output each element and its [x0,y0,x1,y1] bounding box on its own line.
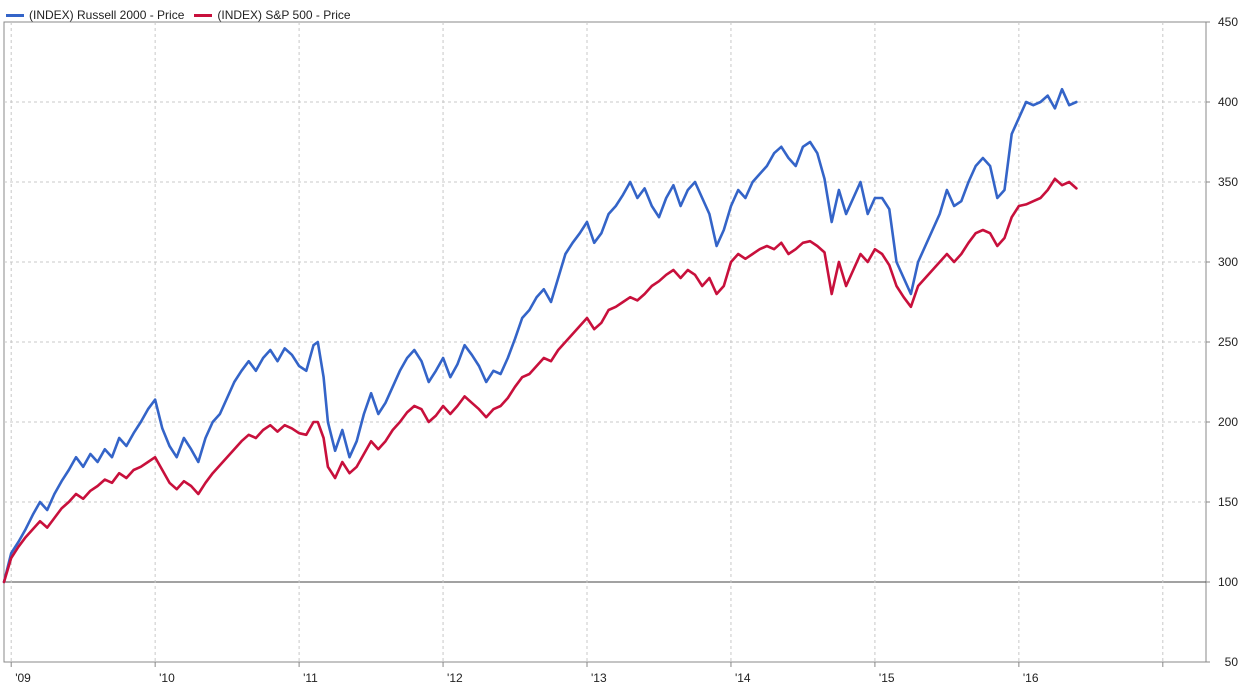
y-tick-label: 450 [1218,15,1238,29]
series-line-sp-500 [2,177,1078,584]
x-tick-label: '10 [159,671,175,685]
legend-label-sp500: (INDEX) S&P 500 - Price [217,8,351,22]
x-tick-label: '09 [15,671,31,685]
series-line-russell-2000 [2,87,1078,584]
x-tick-label: '15 [879,671,895,685]
y-tick-label: 50 [1225,655,1239,669]
y-tick-label: 250 [1218,335,1238,349]
y-tick-label: 350 [1218,175,1238,189]
y-tick-label: 100 [1218,575,1238,589]
legend-item-sp500: (INDEX) S&P 500 - Price [194,8,351,22]
y-tick-label: 400 [1218,95,1238,109]
legend-swatch-russell [6,13,24,17]
x-tick-label: '16 [1023,671,1039,685]
y-tick-label: 150 [1218,495,1238,509]
chart-legend: (INDEX) Russell 2000 - Price (INDEX) S&P… [6,8,351,22]
x-tick-label: '13 [591,671,607,685]
x-tick-label: '14 [735,671,751,685]
y-tick-label: 300 [1218,255,1238,269]
x-tick-label: '12 [447,671,463,685]
x-tick-label: '11 [303,671,318,685]
legend-swatch-sp500 [194,13,213,17]
y-tick-label: 200 [1218,415,1238,429]
legend-label-russell: (INDEX) Russell 2000 - Price [29,8,185,22]
legend-item-russell: (INDEX) Russell 2000 - Price [6,8,184,22]
